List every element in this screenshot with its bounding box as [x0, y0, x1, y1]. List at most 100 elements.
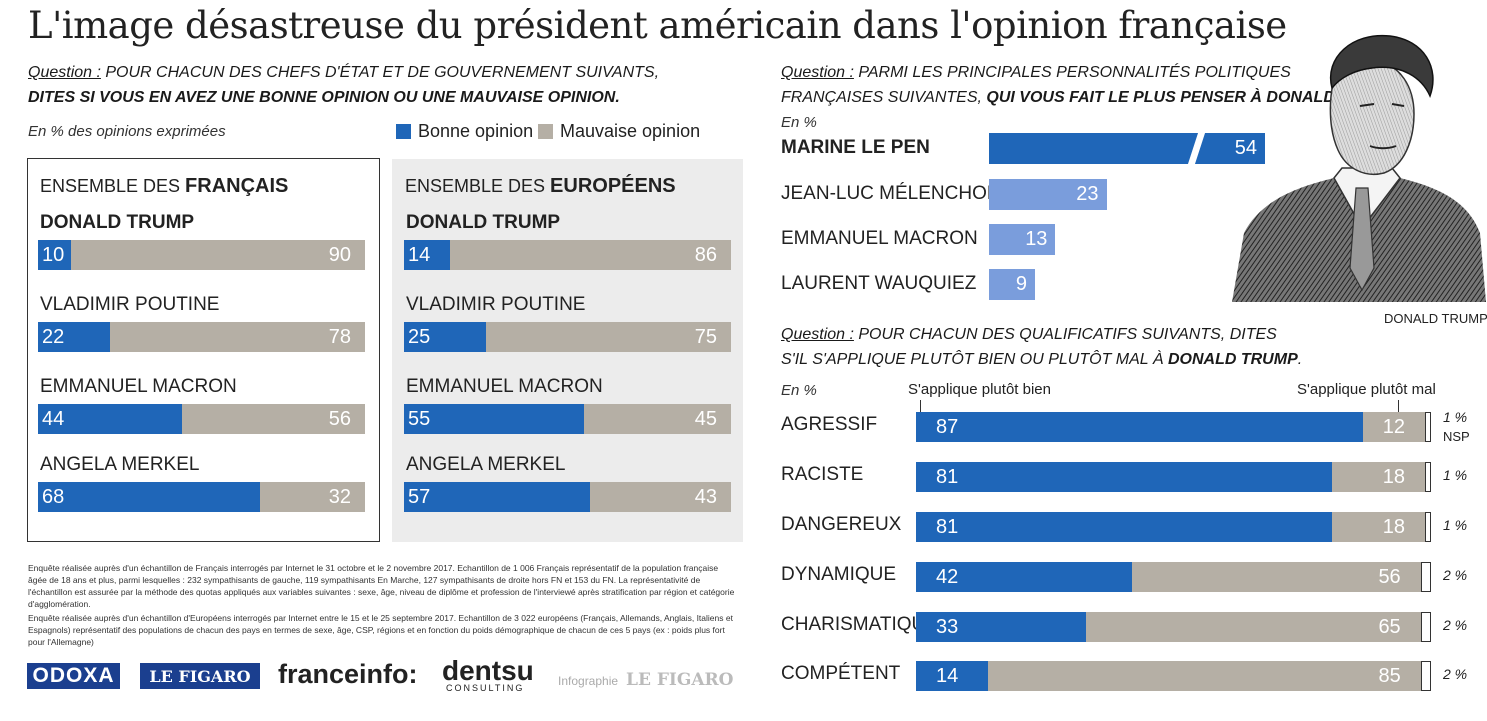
- question-3-unit: En %: [781, 382, 817, 399]
- methodology-note-2: Enquête réalisée auprès d'un échantillon…: [28, 613, 733, 647]
- column-good-label: S'applique plutôt bien: [908, 381, 1051, 398]
- personality-label: LAURENT WAUQUIEZ: [781, 273, 977, 294]
- row-label: VLADIMIR POUTINE: [406, 294, 586, 315]
- bar-segment-bad: 18: [1332, 462, 1425, 492]
- qualifier-stacked-bar: 81 18: [916, 512, 1431, 542]
- column-good-tick: [920, 400, 921, 412]
- legend-bad-swatch: [538, 124, 553, 139]
- panel-francais-heading: ENSEMBLE DES FRANÇAIS: [40, 175, 288, 198]
- bar-segment-good: 44: [38, 404, 182, 434]
- legend-bad: Mauvaise opinion: [538, 121, 700, 142]
- bar-segment-good: 14: [404, 240, 450, 270]
- bar-segment-good: 22: [38, 322, 110, 352]
- legend-bad-label: Mauvaise opinion: [560, 121, 701, 141]
- portrait-hair: [1329, 34, 1434, 99]
- qualifier-label: RACISTE: [781, 464, 864, 485]
- bar-segment-bad: 85: [987, 661, 1421, 691]
- bar-segment-good: 10: [38, 240, 71, 270]
- bar-segment-nsp: [1420, 562, 1431, 592]
- question-2: Question : PARMI LES PRINCIPALES PERSONN…: [781, 60, 1410, 110]
- bar-segment-bad: 78: [109, 322, 365, 352]
- stacked-bar: 57 43: [404, 482, 731, 512]
- row-label: VLADIMIR POUTINE: [40, 294, 220, 315]
- portrait-tie: [1349, 187, 1375, 292]
- personality-label: EMMANUEL MACRON: [781, 228, 978, 249]
- question-1-unit: En % des opinions exprimées: [28, 123, 226, 140]
- qualifier-stacked-bar: 81 18: [916, 462, 1431, 492]
- question-3: Question : POUR CHACUN DES QUALIFICATIFS…: [781, 322, 1302, 372]
- question-3-line2c: .: [1297, 351, 1303, 368]
- panel-europeens-prefix: ENSEMBLE DES: [405, 176, 551, 196]
- bar-segment-good: 68: [38, 482, 261, 512]
- personality-bar: 9: [989, 269, 1035, 300]
- qualifier-label: AGRESSIF: [781, 414, 878, 435]
- personality-bar: 23: [989, 179, 1107, 210]
- bar-segment-good: 14: [916, 661, 988, 691]
- legend-good-label: Bonne opinion: [418, 121, 534, 141]
- bar-segment-bad: 86: [449, 240, 731, 270]
- bar-segment-bad: 43: [590, 482, 731, 512]
- methodology-note-1: Enquête réalisée auprès d'un échantillon…: [28, 563, 735, 609]
- stacked-bar: 68 32: [38, 482, 365, 512]
- bar-segment-bad: 90: [70, 240, 365, 270]
- panel-europeens-bold: EUROPÉENS: [550, 175, 676, 197]
- personality-bar: 13: [989, 224, 1056, 255]
- bar-segment-bad: 75: [485, 322, 731, 352]
- column-bad-tick: [1398, 400, 1399, 412]
- infographie-label: Infographie: [558, 674, 619, 688]
- odoxa-logo-text: ODOXA: [32, 664, 115, 687]
- question-2-line2a: FRANÇAISES SUIVANTES,: [781, 89, 987, 106]
- question-2-line2b: QUI VOUS FAIT LE PLUS PENSER À DONALD TR…: [986, 89, 1397, 106]
- bar-segment-nsp: [1425, 512, 1431, 542]
- nsp-value: 2 %: [1443, 567, 1468, 583]
- bar-segment-good: 55: [404, 404, 584, 434]
- row-label: DONALD TRUMP: [40, 212, 195, 233]
- dentsu-logo: dentsu: [442, 655, 534, 686]
- column-bad-label: S'applique plutôt mal: [1297, 381, 1436, 398]
- bar-segment-nsp: [1420, 661, 1431, 691]
- portrait-mouth: [1369, 145, 1397, 150]
- question-3-line2b: DONALD TRUMP: [1167, 351, 1298, 368]
- qualifier-stacked-bar: 42 56: [916, 562, 1431, 592]
- personality-label: MARINE LE PEN: [781, 137, 930, 158]
- qualifier-label: DYNAMIQUE: [781, 564, 897, 585]
- row-label: ANGELA MERKEL: [40, 454, 200, 475]
- bar-segment-bad: 56: [181, 404, 365, 434]
- row-label: EMMANUEL MACRON: [406, 376, 603, 397]
- nsp-value: 1 %: [1443, 467, 1468, 483]
- bar-segment-good: 25: [404, 322, 486, 352]
- stacked-bar: 22 78: [38, 322, 365, 352]
- qualifier-label: DANGEREUX: [781, 514, 902, 535]
- nsp-value: 1 %: [1443, 517, 1468, 533]
- bar-segment-bad: 12: [1363, 412, 1425, 442]
- row-label: EMMANUEL MACRON: [40, 376, 237, 397]
- qualifier-stacked-bar: 87 12: [916, 412, 1431, 442]
- question-1: Question : POUR CHACUN DES CHEFS D'ÉTAT …: [28, 60, 659, 110]
- bar-segment-good: 33: [916, 612, 1086, 642]
- question-2-label: Question :: [781, 64, 854, 81]
- portrait-caption: DONALD TRUMP: [1384, 311, 1487, 326]
- bar-segment-bad: 18: [1332, 512, 1425, 542]
- question-1-line1: POUR CHACUN DES CHEFS D'ÉTAT ET DE GOUVE…: [100, 64, 660, 81]
- qualifier-label: CHARISMATIQUE: [781, 614, 938, 635]
- bar-segment-good: 81: [916, 462, 1333, 492]
- franceinfo-logo: franceinfo:: [278, 659, 418, 689]
- infographie-brand: LE FIGARO: [626, 670, 734, 690]
- panel-francais-prefix: ENSEMBLE DES: [40, 176, 186, 196]
- nsp-value: 1 %: [1443, 409, 1468, 425]
- bar-segment-bad: 56: [1132, 562, 1421, 592]
- dentsu-consulting-text: CONSULTING: [446, 683, 525, 693]
- question-1-label: Question :: [28, 64, 101, 81]
- question-2-unit: En %: [781, 114, 817, 131]
- question-3-label: Question :: [781, 326, 854, 343]
- panel-europeens-heading: ENSEMBLE DES EUROPÉENS: [405, 175, 676, 198]
- odoxa-logo: ODOXA: [27, 663, 120, 689]
- row-label: DONALD TRUMP: [406, 212, 561, 233]
- stacked-bar: 55 45: [404, 404, 731, 434]
- nsp-note: NSP: [1443, 429, 1470, 444]
- bar-segment-bad: 32: [260, 482, 365, 512]
- stacked-bar: 10 90: [38, 240, 365, 270]
- question-3-line1: POUR CHACUN DES QUALIFICATIFS SUIVANTS, …: [853, 326, 1277, 343]
- legend-good-swatch: [396, 124, 411, 139]
- bar-segment-good: 81: [916, 512, 1333, 542]
